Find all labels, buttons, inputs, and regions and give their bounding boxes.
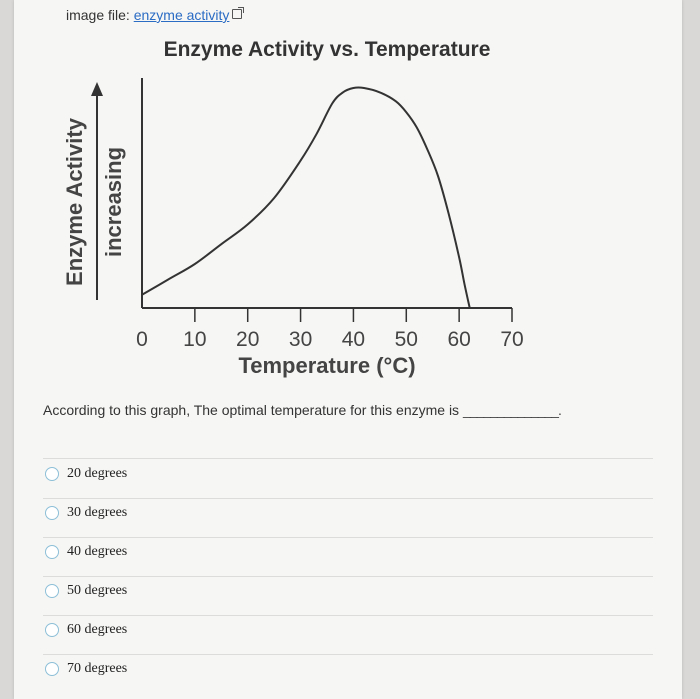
- radio-button[interactable]: [45, 467, 59, 481]
- question-prompt: According to this graph, The optimal tem…: [43, 402, 460, 418]
- x-tick-label: 50: [395, 328, 418, 351]
- x-tick-label: 70: [500, 328, 523, 351]
- radio-button[interactable]: [45, 584, 59, 598]
- chart-title: Enzyme Activity vs. Temperature: [164, 38, 491, 61]
- answer-option-label: 50 degrees: [67, 583, 128, 598]
- answer-option-label: 40 degrees: [67, 544, 128, 559]
- y-axis-arrow: [91, 82, 103, 300]
- divider: [43, 615, 653, 616]
- image-file-prefix: image file:: [66, 7, 130, 23]
- x-axis-label: Temperature (°C): [238, 353, 415, 378]
- x-tick-label: 10: [183, 328, 206, 351]
- activity-curve: [141, 86, 471, 309]
- x-tick-label: 40: [342, 328, 365, 351]
- answer-option[interactable]: 60 degrees: [45, 622, 127, 638]
- y-axis-sublabel: increasing: [101, 147, 126, 257]
- answer-option[interactable]: 30 degrees: [45, 505, 127, 521]
- x-tick-label: 30: [289, 328, 312, 351]
- answer-option[interactable]: 40 degrees: [45, 544, 127, 560]
- divider: [43, 537, 653, 538]
- image-file-line: image file: enzyme activity: [66, 7, 245, 23]
- radio-button[interactable]: [45, 545, 59, 559]
- answer-blank: ______________.: [462, 402, 562, 418]
- x-tick-label: 0: [136, 328, 148, 351]
- radio-button[interactable]: [45, 506, 59, 520]
- divider: [43, 654, 653, 655]
- image-file-link[interactable]: enzyme activity: [133, 7, 230, 23]
- divider: [43, 458, 653, 459]
- divider: [43, 498, 653, 499]
- question-page: image file: enzyme activity: [14, 0, 682, 699]
- x-tick-label: 60: [447, 328, 470, 351]
- radio-button[interactable]: [45, 623, 59, 637]
- answer-option-label: 20 degrees: [67, 466, 128, 481]
- enzyme-chart: Enzyme Activity vs. Temperature Enzyme A…: [62, 38, 524, 378]
- answer-option-label: 60 degrees: [67, 622, 128, 637]
- answer-option-label: 70 degrees: [67, 661, 128, 676]
- answer-option-label: 30 degrees: [67, 505, 128, 520]
- external-link-icon: [232, 7, 245, 19]
- x-tick-label: 20: [236, 328, 259, 351]
- answer-option[interactable]: 70 degrees: [45, 661, 127, 677]
- answer-option[interactable]: 50 degrees: [45, 583, 127, 599]
- question-text: According to this graph, The optimal tem…: [43, 402, 562, 418]
- answer-option[interactable]: 20 degrees: [45, 466, 127, 482]
- divider: [43, 576, 653, 577]
- radio-button[interactable]: [45, 662, 59, 676]
- y-axis-label: Enzyme Activity: [62, 117, 87, 286]
